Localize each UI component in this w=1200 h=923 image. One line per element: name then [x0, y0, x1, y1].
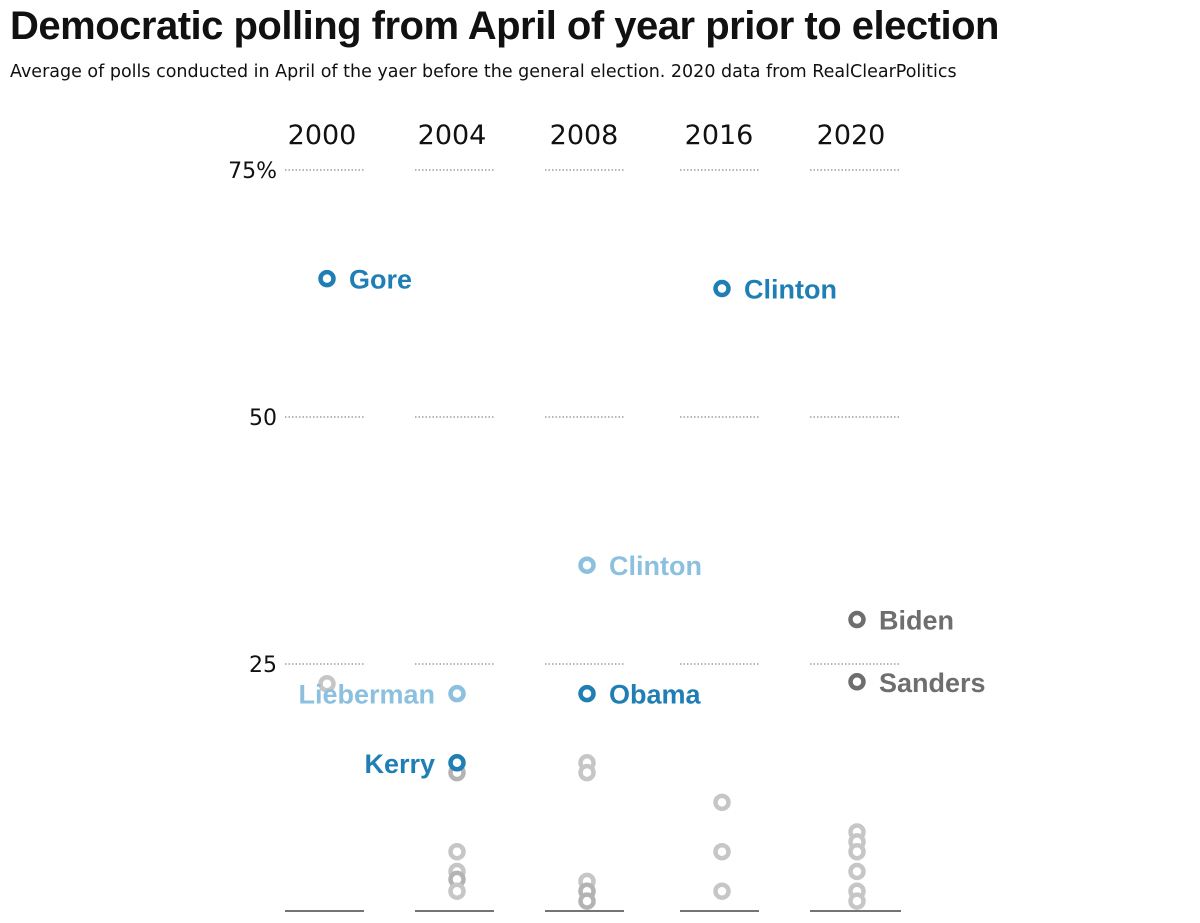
y-tick-label: 25: [249, 653, 277, 678]
chart-title: Democratic polling from April of year pr…: [10, 4, 999, 48]
candidate-marker: [848, 673, 866, 691]
other-candidate-marker: [713, 793, 731, 812]
other-candidate-marker: [448, 882, 466, 900]
y-tick-label: 75%: [228, 159, 277, 184]
candidate-label: Obama: [609, 680, 702, 710]
chart-subtitle: Average of polls conducted in April of t…: [10, 62, 957, 82]
other-candidate-marker: [848, 892, 866, 910]
other-candidate-marker: [448, 842, 466, 861]
candidate-marker: [448, 754, 466, 772]
other-candidate-marker: [848, 862, 866, 881]
candidate-label: Kerry: [364, 749, 435, 779]
y-tick-label: 50: [249, 406, 277, 431]
candidate-marker: [318, 269, 336, 288]
candidate-marker: [448, 684, 466, 703]
candidate-label: Clinton: [609, 551, 702, 581]
other-candidate-marker: [713, 882, 731, 900]
candidate-label: Clinton: [744, 275, 837, 305]
other-candidate-marker: [578, 763, 596, 782]
other-candidate-marker: [578, 892, 596, 910]
other-candidate-marker: [848, 842, 866, 861]
candidate-label: Sanders: [879, 668, 986, 698]
candidate-marker: [848, 610, 866, 629]
candidate-marker: [578, 684, 596, 703]
year-label: 2020: [817, 120, 886, 151]
year-label: 2004: [418, 120, 487, 151]
year-label: 2016: [685, 120, 754, 151]
other-candidate-marker: [713, 842, 731, 861]
year-label: 2008: [550, 120, 619, 151]
candidate-marker: [713, 279, 731, 298]
candidate-label: Biden: [879, 606, 954, 636]
candidate-label: Lieberman: [298, 680, 435, 710]
year-label: 2000: [288, 120, 357, 151]
candidate-marker: [578, 556, 596, 574]
candidate-label: Gore: [349, 265, 412, 295]
other-candidate-marker: [318, 675, 336, 693]
